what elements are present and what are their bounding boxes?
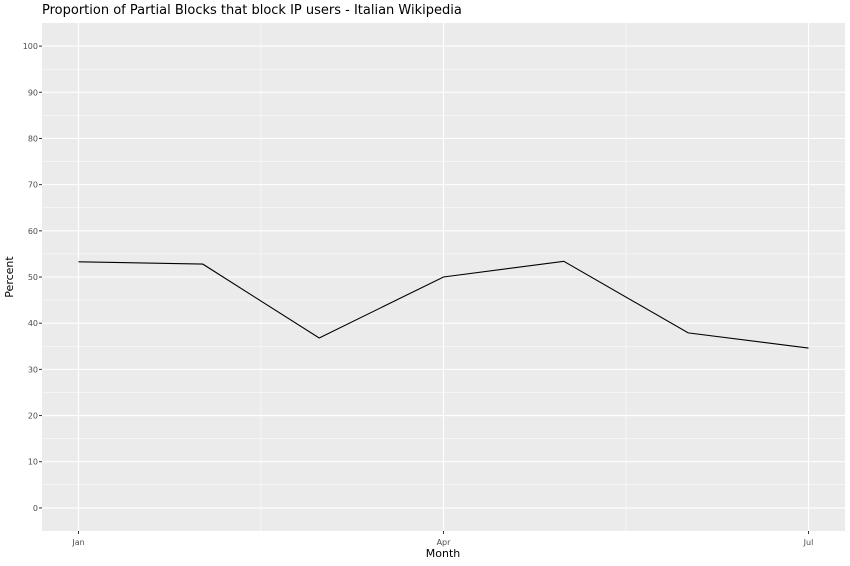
y-tick-label: 0 xyxy=(33,504,38,513)
x-axis-ticks: Jan Apr Jul xyxy=(71,531,813,547)
x-tick-label: Apr xyxy=(437,538,452,547)
y-axis-ticks: 0 10 20 30 40 50 60 70 80 90 100 xyxy=(23,42,42,513)
y-tick-label: 80 xyxy=(28,134,38,143)
y-tick-label: 20 xyxy=(28,412,38,421)
y-tick-label: 60 xyxy=(28,227,38,236)
y-tick-label: 70 xyxy=(28,181,38,190)
x-tick-label: Jul xyxy=(803,538,814,547)
y-tick-label: 10 xyxy=(28,458,38,467)
y-tick-label: 30 xyxy=(28,365,38,374)
x-tick-label: Jan xyxy=(71,538,84,547)
y-tick-label: 100 xyxy=(23,42,38,51)
y-tick-label: 50 xyxy=(28,273,38,282)
chart-title: Proportion of Partial Blocks that block … xyxy=(42,3,462,18)
y-tick-label: 90 xyxy=(28,88,38,97)
major-gridlines xyxy=(42,23,845,531)
x-axis-title: Month xyxy=(426,547,461,560)
y-tick-label: 40 xyxy=(28,319,38,328)
data-line xyxy=(78,260,809,349)
series xyxy=(78,260,809,349)
y-axis-title: Percent xyxy=(3,256,16,298)
